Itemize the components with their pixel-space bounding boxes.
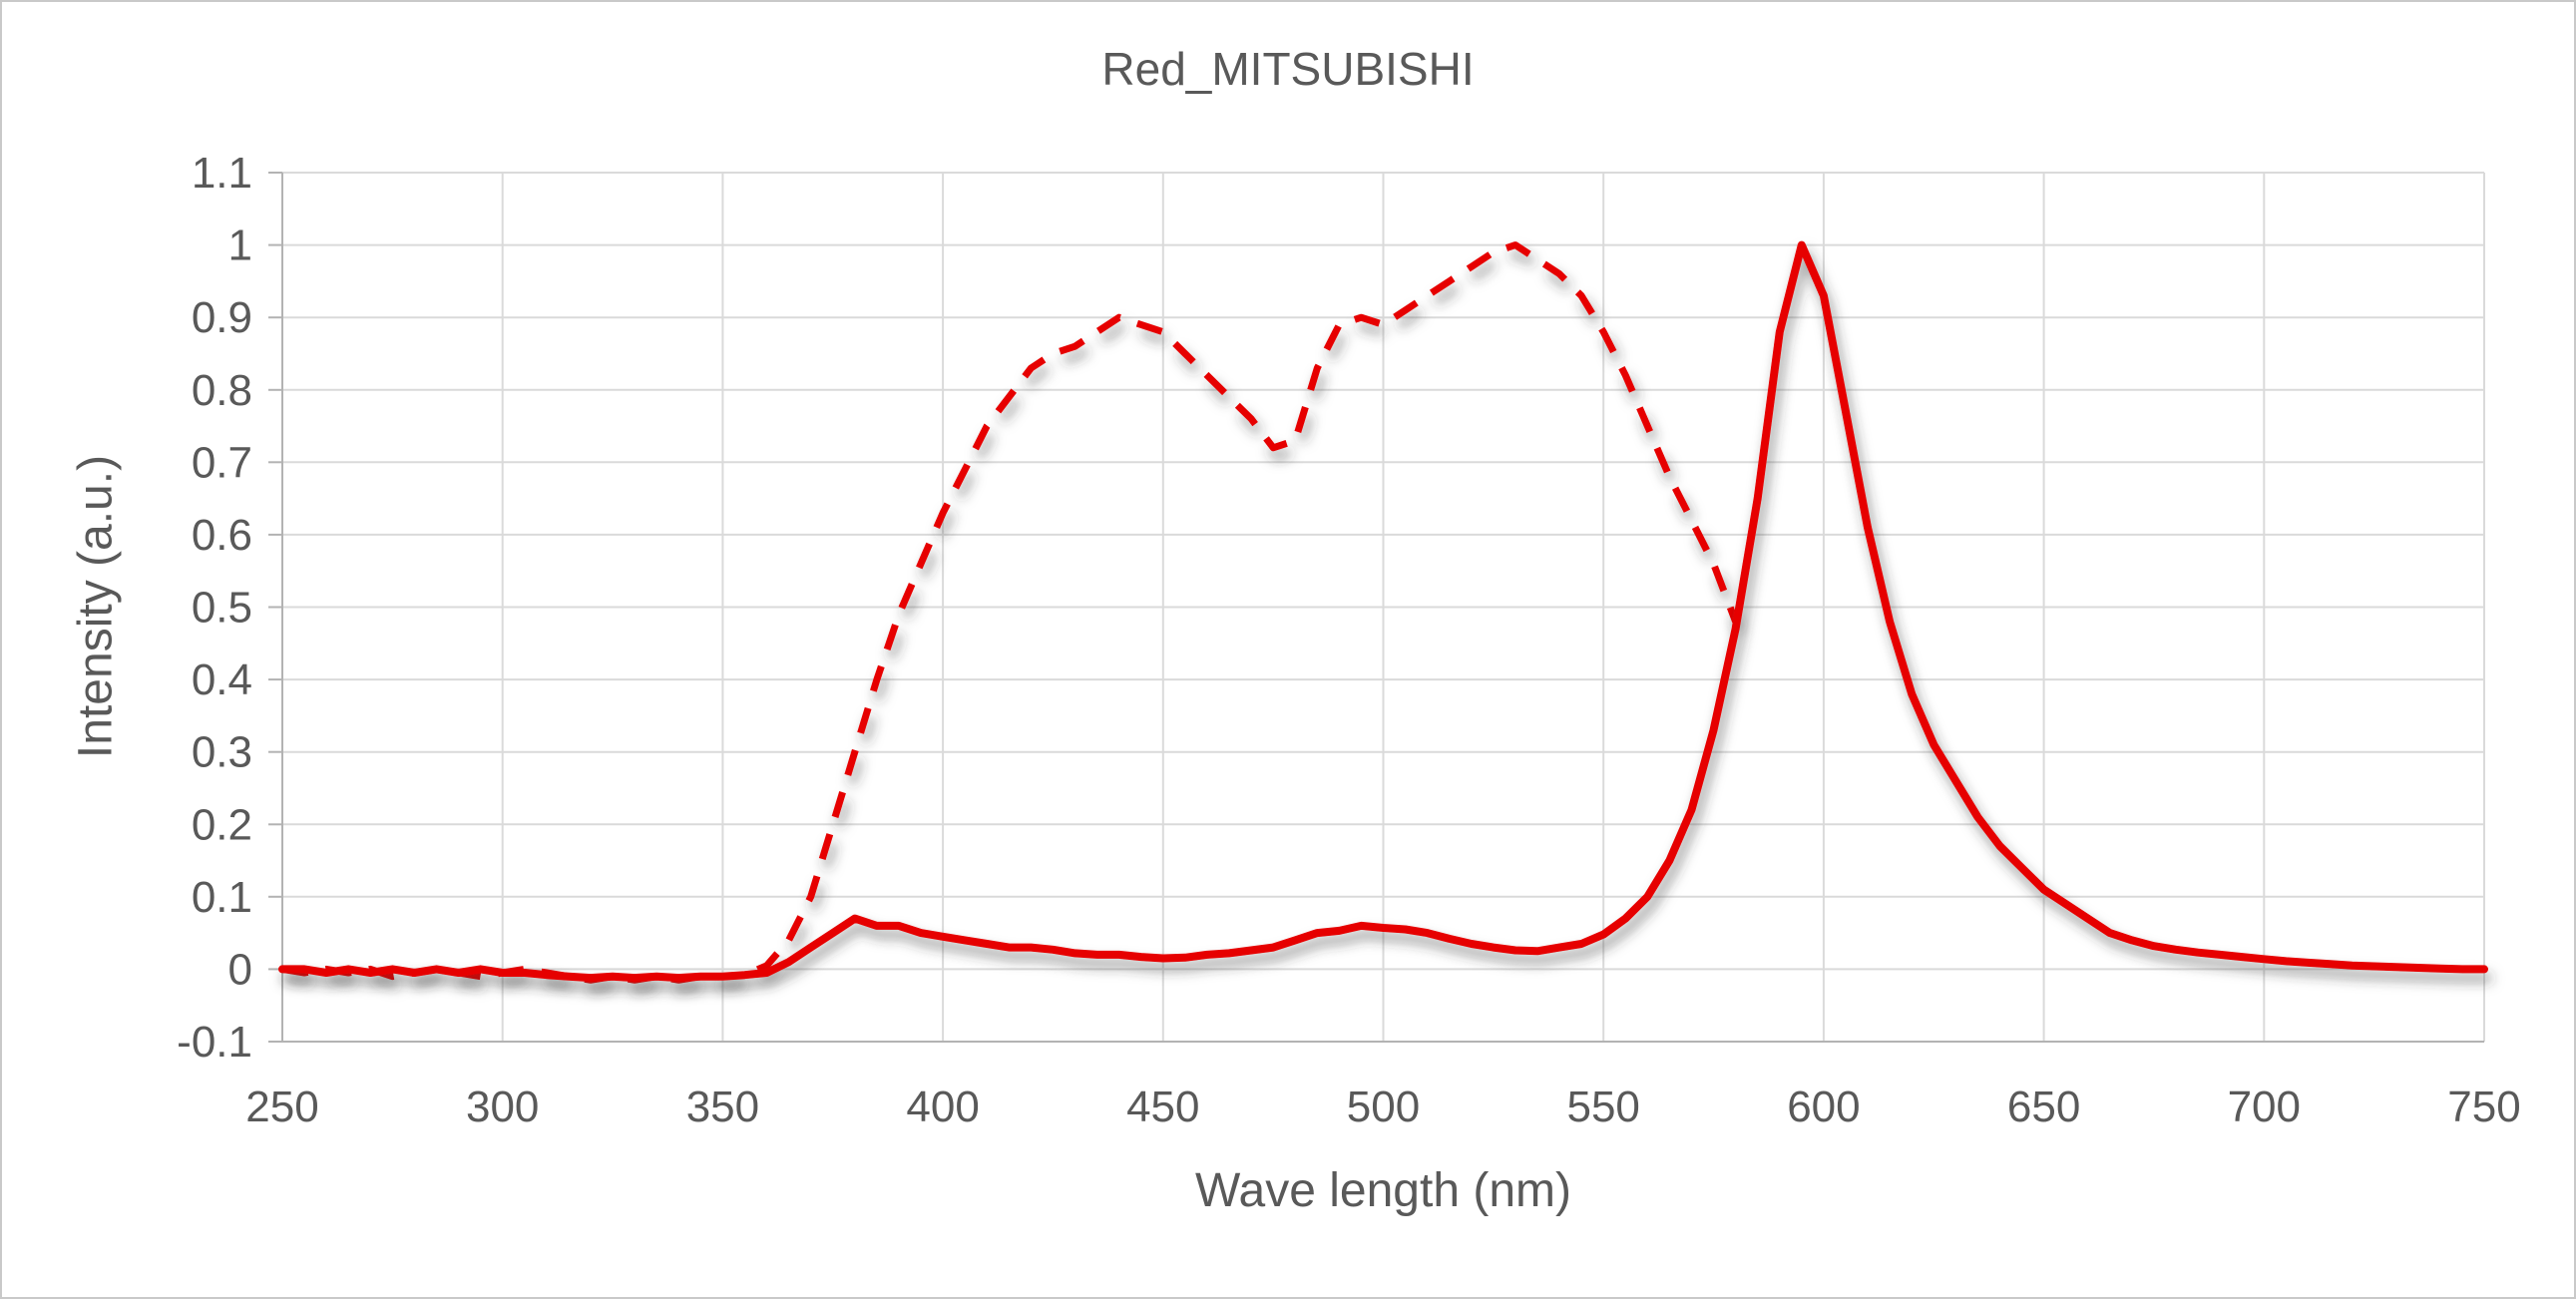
y-tick-label: 1.1 — [192, 149, 252, 198]
x-tick-label: 650 — [2007, 1082, 2080, 1131]
chart-title: Red_MITSUBISHI — [1101, 43, 1475, 95]
x-tick-label: 550 — [1566, 1082, 1639, 1131]
x-tick-label: 750 — [2447, 1082, 2520, 1131]
y-tick-label: 0 — [228, 945, 252, 994]
y-tick-label: 0.4 — [192, 655, 252, 704]
y-tick-label: 0.5 — [192, 584, 252, 633]
x-tick-label: 600 — [1787, 1082, 1860, 1131]
x-tick-label: 700 — [2228, 1082, 2301, 1131]
y-tick-label: -0.1 — [177, 1018, 252, 1067]
x-tick-label: 250 — [245, 1082, 318, 1131]
y-tick-label: 0.2 — [192, 800, 252, 849]
x-axis-title: Wave length (nm) — [1194, 1164, 1571, 1217]
y-tick-label: 1 — [228, 221, 252, 270]
series-dashed-series — [281, 241, 1739, 984]
y-tick-label: 0.9 — [192, 293, 252, 342]
x-tick-label: 350 — [686, 1082, 759, 1131]
y-tick-label: 0.3 — [192, 728, 252, 777]
y-tick-label: 0.1 — [192, 873, 252, 922]
y-tick-label: 0.6 — [192, 511, 252, 560]
x-tick-label: 500 — [1347, 1082, 1420, 1131]
series-solid-series — [278, 240, 2488, 983]
x-tick-label: 300 — [466, 1082, 539, 1131]
y-tick-label: 0.8 — [192, 366, 252, 415]
x-tick-label: 400 — [906, 1082, 979, 1131]
y-axis-title: Intensity (a.u.) — [69, 454, 123, 759]
x-tick-label: 450 — [1126, 1082, 1199, 1131]
y-tick-label: 0.7 — [192, 438, 252, 487]
